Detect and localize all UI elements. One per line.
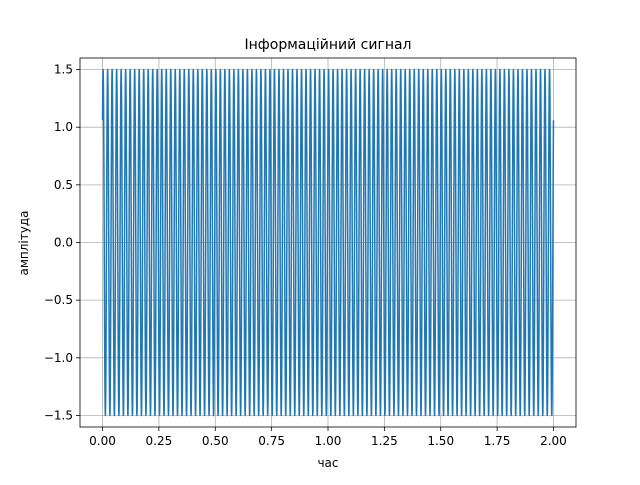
x-tick-label: 2.00 (540, 434, 567, 448)
x-tick-label: 1.00 (315, 434, 342, 448)
y-tick-label: −1.0 (44, 351, 73, 365)
y-tick-label: −0.5 (44, 293, 73, 307)
x-tick-label: 1.75 (484, 434, 511, 448)
y-tick-label: 0.0 (54, 236, 73, 250)
y-tick-label: −1.5 (44, 408, 73, 422)
chart-title: Інформаційний сигнал (245, 37, 412, 53)
x-tick-label: 1.25 (371, 434, 398, 448)
signal-series-line (101, 68, 555, 417)
x-tick-label: 0.75 (258, 434, 285, 448)
x-tick-label: 0.25 (146, 434, 173, 448)
y-tick-label: 0.5 (54, 178, 73, 192)
y-tick-label: 1.0 (54, 120, 73, 134)
ticks: 0.00 0.25 0.50 0.75 1.00 1.25 1.50 1.75 2.00 −1.5… (44, 63, 567, 448)
y-tick-label: 1.5 (54, 63, 73, 77)
x-axis-label: час (317, 456, 338, 470)
series-layer (101, 68, 555, 417)
y-axis-label: амплітуда (17, 211, 31, 276)
x-tick-label: 0.00 (89, 434, 116, 448)
x-tick-label: 0.50 (202, 434, 229, 448)
x-tick-label: 1.50 (427, 434, 454, 448)
